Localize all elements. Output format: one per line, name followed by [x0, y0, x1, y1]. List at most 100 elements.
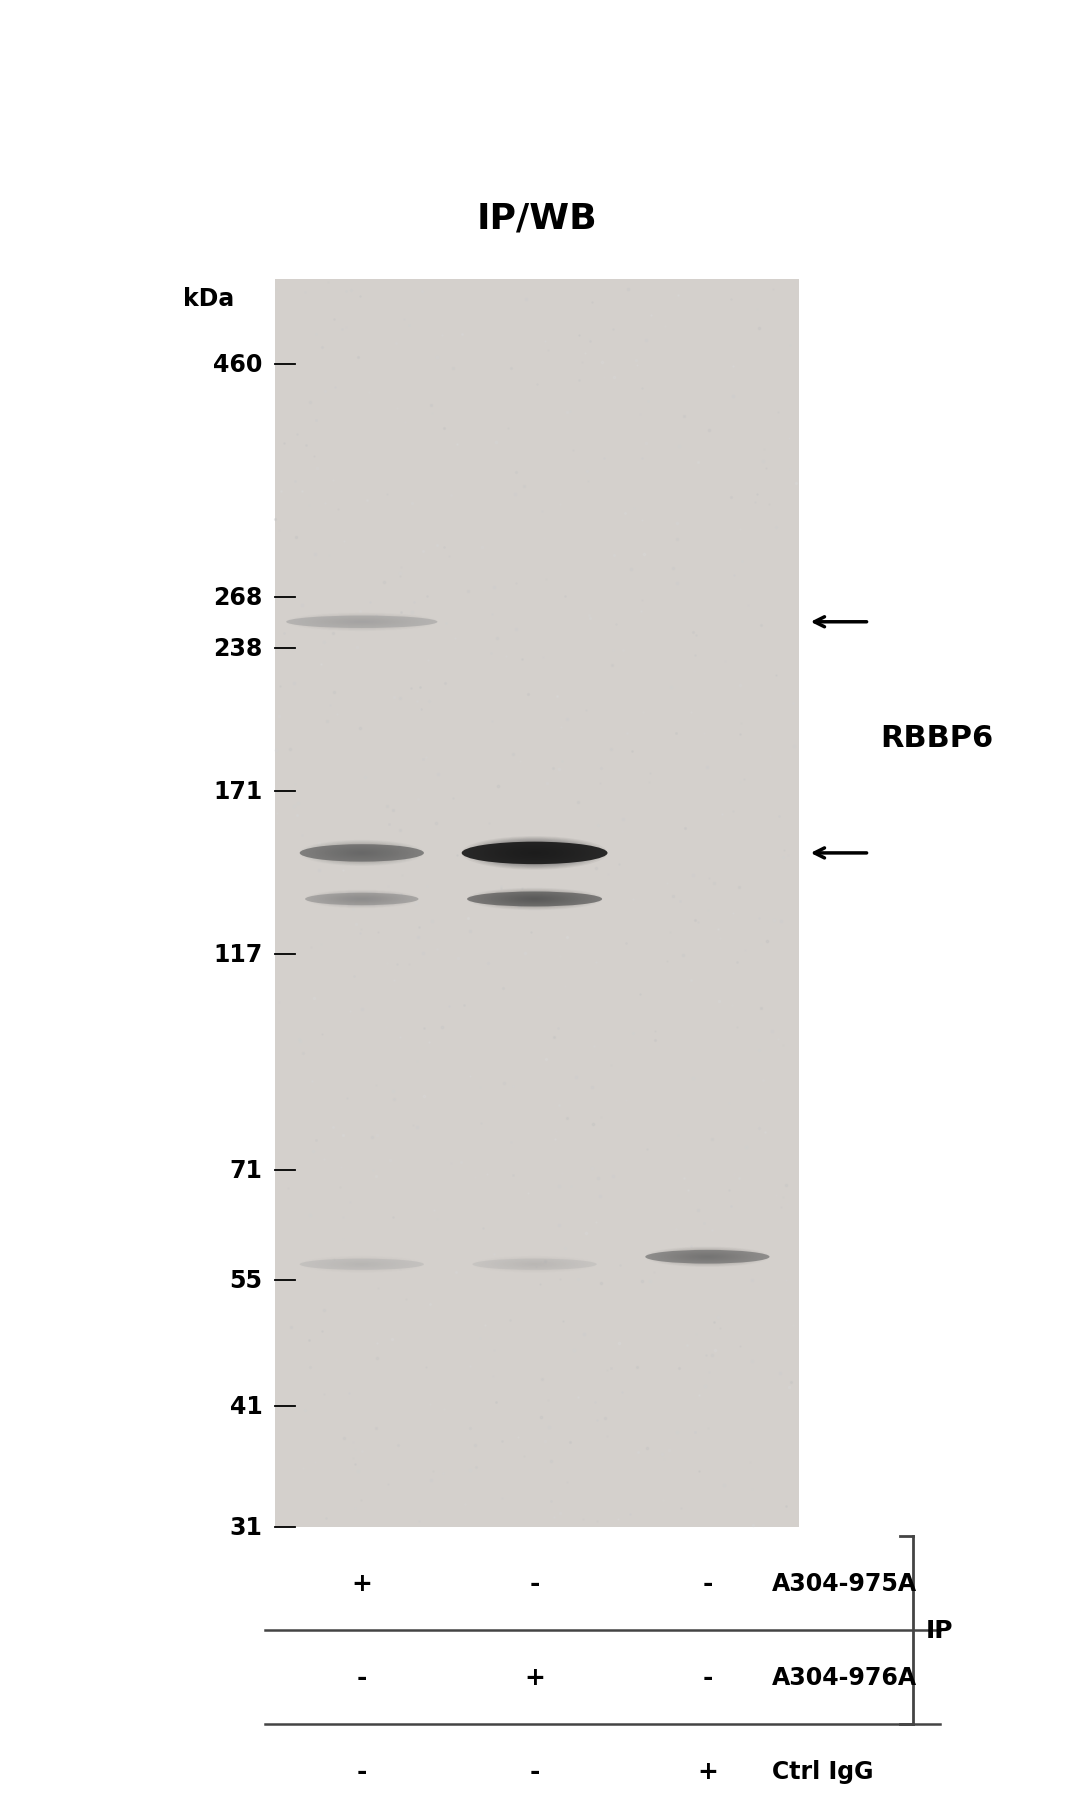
Ellipse shape — [465, 837, 604, 869]
Text: 238: 238 — [213, 636, 262, 661]
Ellipse shape — [498, 846, 571, 862]
Ellipse shape — [336, 620, 389, 625]
Ellipse shape — [328, 618, 396, 627]
Text: 171: 171 — [213, 779, 262, 802]
Ellipse shape — [698, 1256, 717, 1259]
Ellipse shape — [469, 838, 600, 869]
Ellipse shape — [504, 894, 565, 905]
Ellipse shape — [343, 620, 380, 625]
Ellipse shape — [343, 849, 380, 857]
Text: +: + — [351, 1570, 373, 1596]
Ellipse shape — [476, 840, 593, 867]
Ellipse shape — [351, 898, 374, 902]
Ellipse shape — [502, 846, 567, 860]
Ellipse shape — [322, 846, 402, 862]
Text: 71: 71 — [230, 1158, 262, 1182]
Ellipse shape — [498, 893, 571, 905]
Ellipse shape — [306, 893, 419, 905]
Bar — [275, 280, 799, 1527]
Ellipse shape — [676, 1252, 739, 1261]
Text: 31: 31 — [230, 1514, 262, 1540]
Ellipse shape — [511, 896, 558, 904]
Ellipse shape — [327, 846, 396, 860]
Ellipse shape — [525, 898, 544, 902]
Ellipse shape — [484, 842, 585, 866]
Ellipse shape — [347, 620, 377, 623]
Ellipse shape — [495, 844, 575, 862]
Ellipse shape — [701, 1256, 714, 1258]
Ellipse shape — [340, 849, 383, 858]
Ellipse shape — [300, 1259, 424, 1270]
Ellipse shape — [508, 894, 562, 904]
Ellipse shape — [468, 893, 603, 907]
Ellipse shape — [522, 898, 549, 902]
Ellipse shape — [319, 844, 405, 862]
Ellipse shape — [487, 842, 582, 864]
Text: -: - — [356, 1758, 367, 1784]
Ellipse shape — [679, 1252, 735, 1261]
Ellipse shape — [517, 896, 552, 902]
Ellipse shape — [315, 844, 408, 864]
Ellipse shape — [354, 622, 369, 623]
Text: +: + — [697, 1758, 718, 1784]
Ellipse shape — [524, 851, 545, 857]
Ellipse shape — [353, 898, 370, 902]
Ellipse shape — [473, 1259, 597, 1270]
Ellipse shape — [334, 847, 390, 860]
Text: -: - — [356, 1664, 367, 1690]
Ellipse shape — [646, 1250, 769, 1263]
Text: 268: 268 — [213, 585, 262, 609]
Ellipse shape — [521, 849, 550, 857]
Ellipse shape — [673, 1252, 742, 1263]
Text: RBBP6: RBBP6 — [880, 723, 994, 752]
Text: IP: IP — [926, 1617, 953, 1643]
Ellipse shape — [495, 893, 576, 907]
Ellipse shape — [339, 620, 384, 625]
Ellipse shape — [330, 847, 393, 860]
Text: IP/WB: IP/WB — [477, 201, 597, 235]
Text: kDa: kDa — [184, 287, 234, 311]
Ellipse shape — [692, 1254, 723, 1259]
Ellipse shape — [337, 847, 387, 858]
Ellipse shape — [490, 844, 579, 864]
Ellipse shape — [670, 1250, 745, 1263]
Text: A304-975A: A304-975A — [772, 1570, 917, 1596]
Ellipse shape — [686, 1254, 729, 1261]
Text: -: - — [702, 1570, 713, 1596]
Ellipse shape — [501, 894, 568, 905]
Text: 460: 460 — [213, 352, 262, 378]
Ellipse shape — [527, 851, 542, 855]
Ellipse shape — [300, 844, 424, 862]
Ellipse shape — [462, 842, 607, 866]
Text: -: - — [702, 1664, 713, 1690]
Ellipse shape — [528, 898, 541, 900]
Ellipse shape — [348, 896, 376, 902]
Text: 55: 55 — [229, 1269, 262, 1292]
Ellipse shape — [345, 896, 379, 902]
Text: -: - — [529, 1570, 540, 1596]
Ellipse shape — [356, 898, 367, 900]
Ellipse shape — [286, 616, 437, 629]
Ellipse shape — [696, 1256, 719, 1259]
Ellipse shape — [347, 849, 377, 857]
Ellipse shape — [352, 851, 372, 855]
Ellipse shape — [683, 1252, 732, 1261]
Ellipse shape — [332, 618, 392, 627]
Ellipse shape — [355, 853, 368, 855]
Ellipse shape — [351, 622, 374, 623]
Ellipse shape — [505, 847, 564, 860]
Ellipse shape — [513, 849, 556, 858]
Ellipse shape — [480, 840, 590, 866]
Ellipse shape — [509, 847, 561, 860]
Text: +: + — [524, 1664, 545, 1690]
Ellipse shape — [514, 896, 555, 904]
Text: 117: 117 — [213, 943, 262, 967]
Ellipse shape — [689, 1254, 726, 1259]
Text: -: - — [529, 1758, 540, 1784]
Ellipse shape — [350, 851, 375, 857]
Text: 41: 41 — [230, 1395, 262, 1418]
Text: Ctrl IgG: Ctrl IgG — [772, 1758, 874, 1784]
Ellipse shape — [473, 838, 596, 867]
Ellipse shape — [324, 846, 400, 862]
Ellipse shape — [516, 849, 553, 858]
